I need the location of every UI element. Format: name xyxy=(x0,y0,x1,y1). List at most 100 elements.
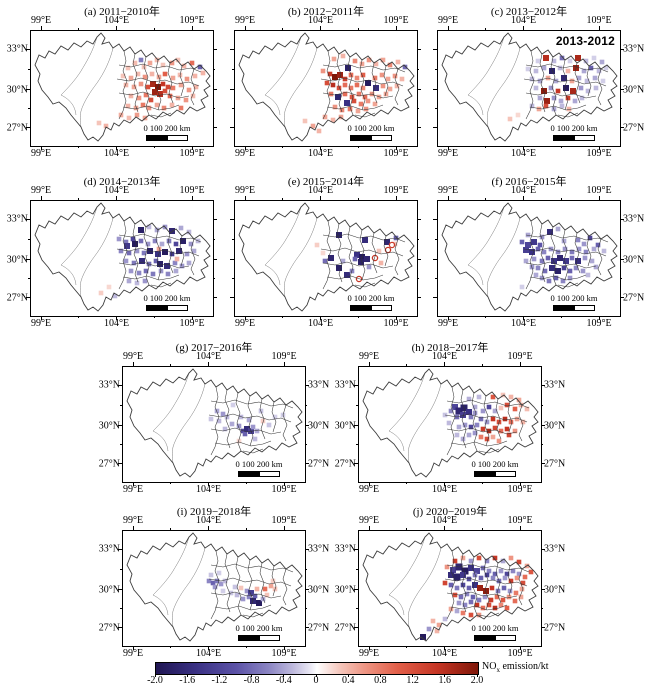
map-panel-j: (j) 2020−2019年 0 100 200 km 99°E 99°E 104°… xyxy=(335,506,565,659)
axis-tick xyxy=(417,89,421,91)
colorbar-axis-label: NOx emission/kt xyxy=(482,661,549,674)
axis-tick xyxy=(230,127,234,129)
axis-tick xyxy=(519,482,521,486)
lat-tick-label: 33°N xyxy=(6,43,28,55)
axis-tick xyxy=(40,316,42,320)
axis-tick xyxy=(368,526,370,530)
axis-tick xyxy=(523,196,525,200)
axis-tick xyxy=(447,196,449,200)
scale-bar-graphic xyxy=(238,635,280,641)
axis-tick xyxy=(132,526,134,530)
lat-tick-label: 33°N xyxy=(308,379,330,391)
lon-tick-label: 109°E xyxy=(271,351,297,362)
map-panel-b: (b) 2012−2011年 0 100 200 km 99°E 99°E 104°… xyxy=(230,6,421,159)
axis-tick xyxy=(213,48,217,50)
lon-tick-label: 99°E xyxy=(30,318,52,329)
axis-tick xyxy=(523,26,525,30)
lat-tick-label: 30°N xyxy=(6,84,28,96)
axis-tick xyxy=(191,146,193,150)
axis-tick xyxy=(417,69,419,71)
scale-bar: 0 100 200 km xyxy=(335,293,407,311)
scale-bar-white-segment xyxy=(258,472,279,476)
lon-tick-label: 109°E xyxy=(179,148,205,159)
scale-bar-white-segment xyxy=(166,136,187,140)
axis-tick xyxy=(435,239,437,241)
axis-tick xyxy=(213,297,217,299)
axis-tick xyxy=(170,482,172,484)
axis-tick xyxy=(120,444,122,446)
axis-tick xyxy=(118,627,122,629)
axis-tick xyxy=(560,146,562,148)
axis-tick xyxy=(116,316,118,320)
axis-tick xyxy=(208,362,210,366)
axis-tick xyxy=(230,89,234,91)
scale-bar-label: 0 100 200 km xyxy=(471,459,519,470)
lat-tick-label: 33°N xyxy=(98,379,120,391)
axis-tick xyxy=(560,316,562,318)
lon-tick-label: 104°E xyxy=(103,15,130,26)
lon-tick-label: 99°E xyxy=(122,484,144,495)
map-panel-g: (g) 2017−2016年 0 100 200 km 99°E 99°E 104°… xyxy=(99,342,329,495)
axis-tick xyxy=(230,218,234,220)
axis-tick xyxy=(245,646,247,648)
colorbar-tick-mark xyxy=(412,674,414,677)
axis-tick xyxy=(232,108,234,110)
colorbar-label-suffix: emission/kt xyxy=(499,661,549,672)
scale-bar-label: 0 100 200 km xyxy=(143,293,191,304)
scale-bar: 0 100 200 km xyxy=(459,623,531,641)
axis-tick xyxy=(417,108,419,110)
lat-tick-label: 27°N xyxy=(334,458,356,470)
axis-tick xyxy=(433,89,437,91)
axis-tick xyxy=(213,259,217,261)
axis-tick xyxy=(120,405,122,407)
lon-tick-label: 99°E xyxy=(234,185,256,196)
scale-bar-black-segment xyxy=(147,306,167,310)
axis-tick xyxy=(170,646,172,648)
axis-tick xyxy=(213,278,215,280)
colorbar-tick-mark xyxy=(186,674,188,677)
axis-tick xyxy=(283,526,285,530)
axis-tick xyxy=(26,259,30,261)
province-map xyxy=(441,202,618,312)
lon-tick-label: 104°E xyxy=(103,318,130,329)
axis-tick xyxy=(26,48,30,50)
axis-tick xyxy=(191,316,193,320)
axis-tick xyxy=(417,297,421,299)
axis-tick xyxy=(244,146,246,150)
axis-tick xyxy=(541,589,545,591)
lon-tick-label: 99°E xyxy=(437,15,459,26)
axis-tick xyxy=(541,425,545,427)
axis-tick xyxy=(282,146,284,148)
scale-bar-label: 0 100 200 km xyxy=(550,293,598,304)
lat-tick-label: 33°N xyxy=(98,543,120,555)
lat-tick-label: 30°N xyxy=(334,584,356,596)
scale-bar-graphic xyxy=(553,305,595,311)
scale-bar-white-segment xyxy=(573,306,594,310)
axis-tick xyxy=(395,316,397,320)
lon-tick-label: 109°E xyxy=(179,318,205,329)
axis-tick xyxy=(356,444,358,446)
axis-tick xyxy=(354,384,358,386)
lon-tick-label: 104°E xyxy=(307,185,334,196)
axis-tick xyxy=(357,28,359,30)
axis-tick xyxy=(118,384,122,386)
axis-tick xyxy=(417,239,419,241)
scale-bar-white-segment xyxy=(573,136,594,140)
axis-tick xyxy=(230,297,234,299)
lon-tick-label: 104°E xyxy=(103,148,130,159)
scale-bar-black-segment xyxy=(239,472,259,476)
axis-tick xyxy=(354,548,358,550)
lon-tick-label: 109°E xyxy=(179,15,205,26)
lat-tick-label: 33°N xyxy=(308,543,330,555)
axis-tick xyxy=(541,384,545,386)
province-map xyxy=(238,32,415,142)
lon-tick-label: 99°E xyxy=(30,148,52,159)
axis-tick xyxy=(26,297,30,299)
colorbar-tick-value: 2.0 xyxy=(470,675,484,686)
lat-tick-label: 30°N xyxy=(623,254,645,266)
axis-tick xyxy=(244,316,246,320)
axis-tick xyxy=(305,463,309,465)
axis-tick xyxy=(320,146,322,150)
province-map xyxy=(126,368,303,478)
axis-tick xyxy=(620,48,624,50)
